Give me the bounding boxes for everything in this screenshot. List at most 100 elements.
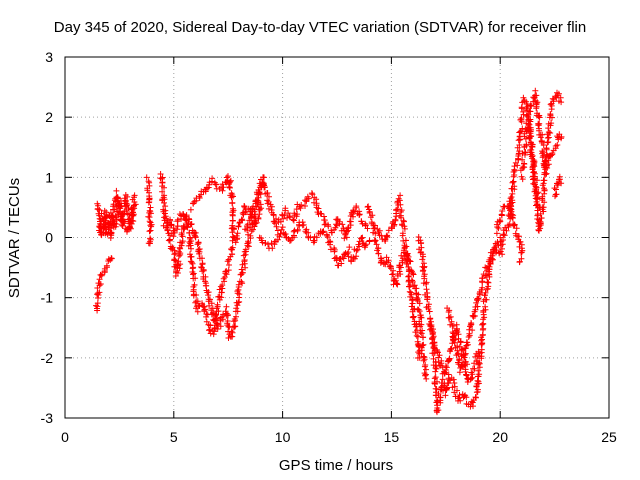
- data-point: [473, 389, 480, 396]
- data-point: [426, 308, 433, 315]
- data-point: [412, 329, 419, 336]
- data-point: [202, 188, 209, 195]
- data-point: [96, 207, 103, 213]
- data-point: [213, 181, 220, 188]
- data-point: [406, 288, 413, 295]
- data-point: [232, 323, 239, 330]
- data-point: [354, 246, 361, 253]
- data-point: [538, 215, 545, 221]
- data-point: [187, 206, 194, 213]
- data-point: [516, 258, 523, 265]
- data-point: [522, 149, 529, 156]
- data-point: [165, 237, 172, 244]
- data-point: [544, 135, 551, 141]
- data-point: [372, 237, 379, 244]
- data-point: [229, 333, 236, 340]
- data-point: [262, 240, 269, 247]
- data-point: [303, 229, 310, 236]
- data-point: [519, 156, 526, 163]
- data-point: [462, 350, 469, 357]
- data-point: [114, 208, 121, 215]
- data-point: [399, 230, 406, 237]
- data-point: [262, 184, 268, 191]
- data-point: [437, 394, 444, 401]
- data-point: [532, 87, 539, 94]
- data-point: [242, 246, 249, 253]
- data-point: [202, 282, 209, 289]
- data-point: [194, 298, 201, 305]
- data-point: [290, 216, 296, 223]
- data-point: [178, 212, 185, 219]
- data-point: [469, 327, 476, 334]
- data-point: [175, 248, 182, 255]
- data-point: [432, 368, 439, 375]
- data-point: [366, 237, 373, 244]
- data-point: [472, 306, 479, 313]
- data-point: [535, 113, 542, 120]
- data-point: [101, 268, 108, 274]
- data-point: [456, 369, 463, 376]
- data-point: [454, 387, 460, 394]
- data-point: [232, 239, 239, 246]
- data-point: [545, 129, 552, 136]
- data-point: [103, 225, 110, 232]
- data-point: [233, 305, 240, 312]
- data-point: [375, 250, 382, 257]
- data-point: [491, 244, 498, 251]
- data-point: [230, 234, 237, 241]
- data-point: [343, 234, 350, 241]
- x-axis-label: GPS time / hours: [279, 457, 393, 474]
- data-point: [192, 234, 199, 241]
- data-point: [468, 375, 475, 382]
- data-point: [515, 151, 522, 158]
- data-point: [241, 257, 248, 263]
- data-point: [196, 250, 203, 257]
- data-point: [290, 228, 297, 235]
- data-point: [416, 308, 423, 315]
- data-point: [424, 296, 431, 303]
- data-point: [537, 218, 544, 225]
- data-point: [552, 145, 559, 152]
- data-point: [435, 390, 442, 397]
- data-point: [475, 378, 482, 385]
- data-point: [353, 204, 360, 211]
- data-point: [225, 267, 232, 274]
- data-point: [110, 217, 117, 224]
- data-point: [210, 316, 217, 323]
- data-point: [374, 247, 381, 254]
- data-point: [541, 199, 548, 206]
- data-point: [539, 154, 546, 161]
- data-point: [400, 217, 407, 224]
- data-point: [418, 330, 425, 337]
- data-point: [168, 221, 175, 228]
- data-point: [420, 253, 427, 260]
- data-point: [313, 234, 320, 241]
- data-point: [457, 338, 464, 345]
- data-point: [365, 203, 372, 210]
- data-point: [205, 292, 212, 299]
- data-point: [422, 372, 429, 379]
- data-point: [288, 237, 294, 244]
- data-point: [450, 376, 457, 383]
- data-point: [511, 222, 518, 228]
- data-point: [519, 125, 526, 132]
- data-point: [298, 202, 305, 208]
- data-point: [520, 108, 527, 115]
- data-point: [346, 244, 353, 251]
- data-point: [210, 331, 217, 338]
- data-point: [463, 394, 470, 401]
- data-point: [175, 258, 182, 265]
- data-point: [425, 305, 432, 312]
- data-point: [274, 227, 281, 234]
- data-point: [320, 228, 327, 235]
- data-point: [199, 255, 205, 262]
- data-point: [451, 383, 458, 390]
- data-point: [264, 190, 270, 197]
- data-point: [228, 225, 235, 232]
- data-point: [435, 359, 442, 366]
- x-tick-label: 20: [492, 429, 508, 445]
- data-point: [404, 250, 411, 257]
- data-point: [212, 313, 219, 320]
- data-point: [409, 300, 416, 307]
